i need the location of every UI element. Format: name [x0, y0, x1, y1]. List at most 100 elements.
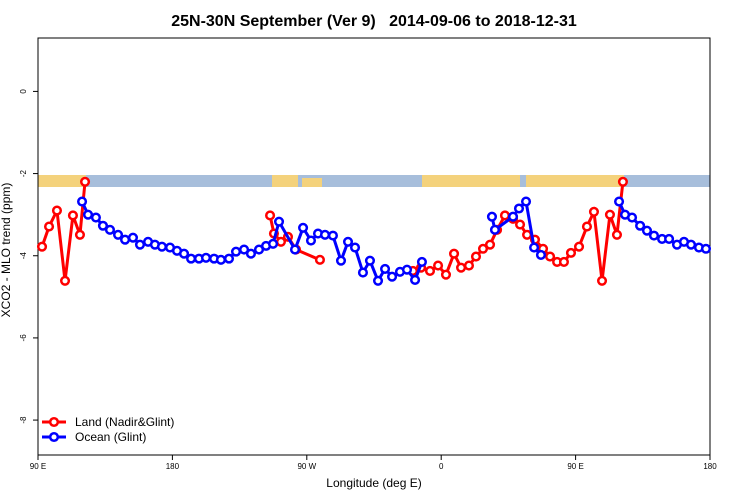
data-point	[223, 253, 235, 264]
data-point	[298, 222, 309, 233]
data-point	[67, 210, 78, 221]
data-point	[178, 248, 190, 259]
data-point	[614, 196, 625, 207]
data-point	[558, 256, 570, 267]
data-point	[349, 242, 361, 253]
data-point	[82, 209, 94, 220]
y-tick-label: 0	[19, 89, 28, 94]
data-point	[186, 253, 197, 264]
chart-title: 25N-30N September (Ver 9) 2014-09-06 to …	[171, 13, 577, 30]
data-point	[700, 243, 712, 254]
data-point	[59, 275, 71, 286]
data-point	[387, 271, 398, 282]
data-point	[641, 225, 653, 236]
data-point	[319, 229, 331, 240]
data-point	[685, 239, 697, 250]
y-axis-label: XCO2 - MLO trend (ppm)	[0, 183, 13, 318]
data-point	[79, 176, 91, 187]
data-point	[342, 236, 354, 247]
data-point	[401, 264, 413, 275]
data-point	[51, 205, 63, 216]
data-point	[535, 249, 547, 260]
data-point	[588, 206, 600, 217]
y-tick-label: -6	[19, 334, 28, 342]
data-point	[273, 216, 285, 227]
data-point	[77, 196, 88, 207]
data-point	[200, 252, 212, 263]
data-point	[507, 211, 519, 222]
x-tick-label: 180	[703, 462, 717, 471]
x-tick-label: 90 E	[30, 462, 46, 471]
data-point	[648, 230, 660, 241]
data-point	[268, 238, 279, 249]
data-point	[529, 242, 540, 253]
data-point	[265, 210, 276, 221]
data-point	[448, 248, 460, 259]
data-point	[289, 244, 301, 255]
data-point	[433, 260, 444, 271]
data-point	[513, 203, 525, 214]
data-point	[335, 255, 347, 266]
x-axis-label: Longitude (deg E)	[326, 476, 421, 490]
map-land	[272, 175, 298, 187]
data-point	[424, 265, 436, 276]
data-point	[357, 267, 368, 278]
data-point	[463, 260, 475, 271]
legend-marker	[48, 416, 60, 428]
map-strip	[38, 175, 710, 187]
data-point	[305, 235, 317, 246]
data-point	[245, 248, 256, 259]
map-land	[422, 175, 520, 187]
data-point	[380, 263, 391, 274]
y-tick-label: -2	[19, 169, 28, 177]
data-point	[486, 211, 498, 222]
data-point	[484, 239, 496, 250]
data-point	[36, 241, 48, 252]
y-tick-label: -8	[19, 416, 28, 424]
map-land	[302, 178, 322, 187]
data-point	[581, 221, 592, 232]
data-point	[477, 243, 489, 254]
map-land	[526, 175, 624, 187]
data-point	[635, 220, 646, 231]
data-point	[104, 224, 116, 235]
data-point	[90, 212, 101, 223]
data-point	[215, 254, 226, 265]
data-point	[416, 256, 427, 267]
data-point	[617, 176, 628, 187]
data-point	[127, 232, 139, 243]
legend-marker	[48, 431, 60, 443]
data-point	[74, 229, 86, 240]
data-point	[134, 239, 146, 250]
x-tick-label: 90 W	[297, 462, 316, 471]
data-point	[514, 219, 526, 230]
data-point	[470, 251, 482, 262]
data-point	[573, 241, 585, 252]
data-point	[364, 255, 376, 266]
y-tick-label: -4	[19, 252, 28, 260]
legend-label: Land (Nadir&Glint)	[75, 415, 174, 429]
data-point	[664, 233, 675, 244]
data-point	[565, 247, 577, 258]
data-point	[327, 230, 338, 241]
data-point	[440, 269, 452, 280]
data-point	[230, 246, 242, 257]
data-point	[499, 210, 511, 221]
data-point	[314, 254, 325, 265]
data-point	[522, 229, 533, 240]
legend-label: Ocean (Glint)	[75, 430, 146, 444]
data-point	[44, 221, 55, 232]
data-point	[410, 274, 421, 286]
x-tick-label: 180	[166, 462, 180, 471]
data-point	[626, 212, 638, 223]
data-point	[489, 224, 501, 235]
data-point	[97, 220, 109, 231]
data-point	[239, 244, 250, 255]
data-point	[156, 241, 167, 252]
data-point	[596, 275, 608, 286]
data-point	[112, 229, 124, 240]
map-land	[38, 175, 86, 187]
